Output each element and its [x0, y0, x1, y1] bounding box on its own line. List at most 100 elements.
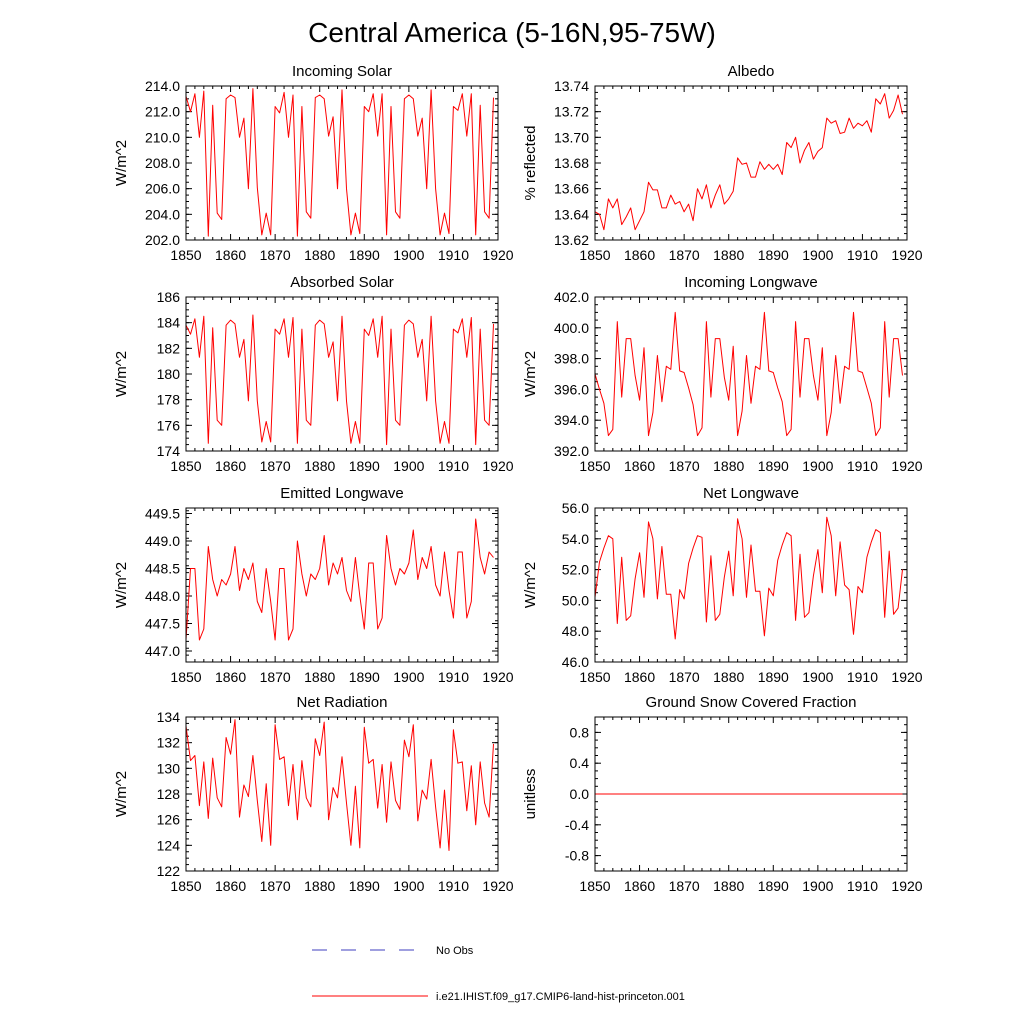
x-tick-label: 1870 [260, 247, 291, 263]
x-tick-label: 1860 [215, 669, 246, 685]
x-tick-label: 1880 [304, 458, 335, 474]
x-tick-label: 1920 [482, 878, 513, 894]
x-tick-label: 1910 [438, 247, 469, 263]
y-tick-label: 0.0 [570, 786, 590, 802]
y-axis-label: W/m^2 [113, 562, 130, 608]
x-tick-label: 1880 [304, 878, 335, 894]
chart-panel: Incoming Longwave W/m^2 1850 1860 1870 1880 18… [522, 274, 923, 474]
x-tick-label: 1870 [260, 458, 291, 474]
y-tick-label: 400.0 [554, 320, 589, 336]
x-tick-label: 1900 [802, 878, 833, 894]
x-tick-label: 1910 [438, 669, 469, 685]
panel-title: Net Longwave [703, 485, 799, 502]
x-tick-label: 1890 [758, 669, 789, 685]
x-tick-label: 1890 [349, 247, 380, 263]
y-axis-label: unitless [522, 769, 539, 820]
x-tick-label: 1920 [891, 458, 922, 474]
chart-panel: Albedo % reflected 1850 1860 1870 1880 1890 190… [522, 63, 923, 263]
y-tick-label: 54.0 [562, 531, 589, 547]
y-tick-label: 132 [157, 735, 181, 751]
x-tick-label: 1900 [802, 458, 833, 474]
y-tick-label: 52.0 [562, 562, 589, 578]
y-tick-label: 212.0 [145, 104, 180, 120]
plot-frame [185, 85, 499, 241]
y-tick-label: 202.0 [145, 232, 180, 248]
chart-panel: Absorbed Solar W/m^2 1850 1860 1870 1880 1890 1… [113, 274, 514, 474]
chart-panels: Incoming Solar W/m^2 1850 1860 1870 1880 1890 1… [113, 63, 923, 894]
y-tick-label: 448.0 [145, 588, 180, 604]
x-tick-label: 1890 [758, 878, 789, 894]
x-tick-label: 1880 [713, 458, 744, 474]
x-tick-label: 1880 [713, 878, 744, 894]
series-line [594, 311, 903, 437]
y-tick-label: 13.62 [554, 232, 589, 248]
x-tick-label: 1920 [891, 247, 922, 263]
y-tick-label: 447.0 [145, 643, 180, 659]
y-tick-label: 394.0 [554, 412, 589, 428]
y-tick-label: 210.0 [145, 129, 180, 145]
chart-panel: Net Longwave W/m^2 1850 1860 1870 1880 1890 190… [522, 485, 923, 685]
x-tick-label: 1890 [758, 247, 789, 263]
x-tick-label: 1920 [482, 458, 513, 474]
x-tick-label: 1910 [847, 669, 878, 685]
chart-panel: Ground Snow Covered Fraction unitless 1850… [522, 694, 923, 894]
series-line [594, 516, 903, 640]
x-tick-label: 1890 [349, 458, 380, 474]
x-tick-label: 1900 [393, 247, 424, 263]
y-tick-label: 134 [157, 709, 181, 725]
chart-panel: Net Radiation W/m^2 1850 1860 1870 1880 1890 19… [113, 694, 514, 894]
x-tick-label: 1860 [215, 878, 246, 894]
panel-title: Incoming Solar [292, 63, 392, 80]
x-tick-label: 1870 [260, 669, 291, 685]
y-tick-label: 122 [157, 863, 181, 879]
x-tick-label: 1880 [713, 247, 744, 263]
x-tick-label: 1890 [349, 878, 380, 894]
x-tick-label: 1860 [624, 458, 655, 474]
x-tick-label: 1910 [847, 878, 878, 894]
plot-frame [594, 716, 908, 872]
x-tick-label: 1870 [669, 669, 700, 685]
legend: No Obs i.e21.IHIST.f09_g17.CMIP6-land-hi… [312, 945, 685, 1003]
y-tick-label: 447.5 [145, 616, 180, 632]
y-axis-label: W/m^2 [113, 140, 130, 186]
y-tick-label: 174 [157, 443, 181, 459]
y-tick-label: 186 [157, 289, 181, 305]
legend-label-no-obs: No Obs [436, 945, 474, 957]
y-tick-label: 13.70 [554, 129, 589, 145]
y-tick-label: 50.0 [562, 592, 589, 608]
plot-frame [594, 85, 908, 241]
x-tick-label: 1900 [393, 878, 424, 894]
y-tick-label: 392.0 [554, 443, 589, 459]
y-axis-label: W/m^2 [522, 562, 539, 608]
y-tick-label: 449.5 [145, 506, 180, 522]
series-line [185, 719, 494, 851]
y-tick-label: 46.0 [562, 654, 589, 670]
x-tick-label: 1880 [304, 247, 335, 263]
panel-title: Albedo [728, 63, 775, 80]
y-tick-label: 48.0 [562, 623, 589, 639]
y-tick-label: 126 [157, 812, 181, 828]
y-axis-label: W/m^2 [113, 771, 130, 817]
x-tick-label: 1910 [438, 458, 469, 474]
x-tick-label: 1920 [482, 669, 513, 685]
x-tick-label: 1860 [624, 669, 655, 685]
y-tick-label: 13.72 [554, 104, 589, 120]
y-tick-label: 124 [157, 837, 181, 853]
y-tick-label: 402.0 [554, 289, 589, 305]
series-line [594, 93, 903, 231]
y-tick-label: 398.0 [554, 351, 589, 367]
x-tick-label: 1850 [579, 878, 610, 894]
plot-frame [594, 507, 908, 663]
y-tick-label: 130 [157, 760, 181, 776]
series-line [185, 88, 494, 237]
y-tick-label: 204.0 [145, 206, 180, 222]
panel-title: Emitted Longwave [280, 485, 403, 502]
panel-title: Absorbed Solar [290, 274, 393, 291]
y-axis-label: W/m^2 [522, 351, 539, 397]
x-tick-label: 1900 [802, 247, 833, 263]
series-line [185, 518, 494, 641]
y-tick-label: 13.74 [554, 78, 589, 94]
y-tick-label: 448.5 [145, 561, 180, 577]
y-tick-label: 214.0 [145, 78, 180, 94]
